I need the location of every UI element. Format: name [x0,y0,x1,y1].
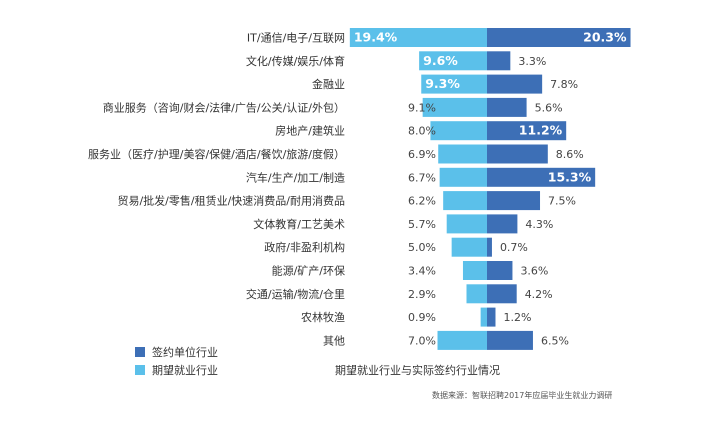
value-label-signed: 3.3% [518,55,546,68]
bar-expected [422,97,487,117]
bar-expected [462,261,487,280]
category-label: 农林牧渔 [301,310,345,324]
value-label-signed: 4.3% [525,218,553,231]
value-label-expected: 2.9% [408,288,436,301]
value-label-expected: 7.0% [408,334,436,347]
bar-expected [349,28,487,47]
value-label-signed: 3.6% [520,265,548,278]
value-label-signed: 7.8% [550,78,578,91]
value-label-expected: 5.7% [408,218,436,231]
value-label-expected: 6.7% [408,171,436,184]
bar-signed [487,330,533,350]
bar-signed [487,121,567,141]
value-label-signed: 0.7% [500,241,528,254]
bar-expected [480,307,487,327]
bar-expected [419,51,487,71]
value-label-expected: 9.1% [408,101,436,114]
value-label-signed: 7.5% [548,195,576,208]
value-label-signed: 15.3% [548,169,592,184]
bar-signed [487,307,496,327]
bar-signed [487,144,548,164]
chart-title: 期望就业行业与实际签约行业情况 [335,363,500,377]
value-label-signed: 4.2% [525,288,553,301]
category-label: 汽车/生产/加工/制造 [246,170,345,184]
value-label-expected: 5.0% [408,241,436,254]
value-label-expected: 3.4% [408,265,436,278]
category-label: 商业服务（咨询/财会/法律/广告/公关/认证/外包） [103,100,345,114]
bar-signed [487,74,543,94]
bar-expected [451,237,487,257]
value-label-expected: 9.3% [425,76,460,91]
bar-signed [487,284,517,304]
category-label: 其他 [323,334,345,347]
category-labels: IT/通信/电子/互联网文化/传媒/娱乐/体育金融业商业服务（咨询/财会/法律/… [88,32,345,348]
category-label: 房地产/建筑业 [275,124,345,138]
bar-signed [487,237,492,257]
value-label-expected: 6.2% [408,195,436,208]
value-label-signed: 1.2% [503,311,531,324]
bar-signed [487,167,596,187]
value-label-signed: 11.2% [519,123,563,138]
bar-expected [439,167,487,187]
value-labels: 19.4% 20.3% 9.6% 3.3% 9.3% 7.8% 9.1% 5.6% 8.0% 11… [354,30,627,348]
category-label: 贸易/批发/零售/租赁业/快速消费品/耐用消费品 [117,194,345,208]
bar-signed [487,191,541,211]
bar-expected [438,144,487,164]
bar-expected [430,121,487,141]
category-label: 服务业（医疗/护理/美容/保健/酒店/餐饮/旅游/度假） [88,147,345,161]
value-label-signed: 6.5% [541,334,569,347]
value-label-expected: 6.9% [408,148,436,161]
value-label-signed: 8.6% [556,148,584,161]
signed-series-bars [487,28,631,350]
bar-expected [446,214,487,234]
value-label-signed: 20.3% [583,30,627,45]
value-label-expected: 9.6% [423,53,458,68]
category-label: 能源/矿产/环保 [272,264,345,278]
category-label: 文化/传媒/娱乐/体育 [246,54,345,68]
data-source: 数据来源：智联招聘2017年应届毕业生就业力调研 [432,390,612,400]
expected-series-bars [349,28,487,350]
category-label: 金融业 [312,77,345,91]
bar-signed [487,261,513,280]
bar-signed [487,51,511,71]
legend-label-expected: 期望就业行业 [152,363,218,377]
bar-signed [487,214,518,234]
bar-expected [443,191,487,211]
category-label: 政府/非盈利机构 [264,240,345,254]
legend: 签约单位行业 期望就业行业 [135,345,218,377]
legend-swatch-signed [135,347,145,357]
category-label: 交通/运输/物流/仓里 [246,287,345,301]
bar-expected [466,284,487,304]
bar-signed [487,97,527,117]
category-label: 文体教育/工艺美术 [253,217,345,231]
category-label: IT/通信/电子/互联网 [247,32,345,45]
value-label-expected: 0.9% [408,311,436,324]
value-label-signed: 5.6% [535,101,563,114]
legend-label-signed: 签约单位行业 [152,345,218,359]
bar-expected [421,74,487,94]
bar-signed [487,28,631,47]
bar-expected [437,330,487,350]
value-label-expected: 19.4% [354,30,398,45]
value-label-expected: 8.0% [408,125,436,138]
legend-swatch-expected [135,365,145,375]
